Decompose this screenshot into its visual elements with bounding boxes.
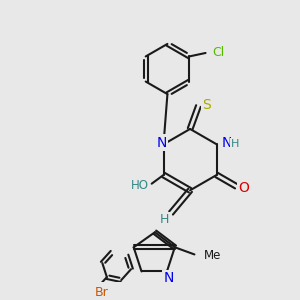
Text: Br: Br <box>94 286 108 299</box>
Text: HO: HO <box>131 179 149 192</box>
Text: N: N <box>164 272 174 285</box>
Text: H: H <box>231 139 239 149</box>
Text: Cl: Cl <box>213 46 225 59</box>
Text: S: S <box>202 98 211 112</box>
Text: N: N <box>221 136 232 150</box>
Text: H: H <box>160 213 170 226</box>
Text: O: O <box>238 181 249 195</box>
Text: N: N <box>157 136 167 150</box>
Text: Me: Me <box>204 249 222 262</box>
